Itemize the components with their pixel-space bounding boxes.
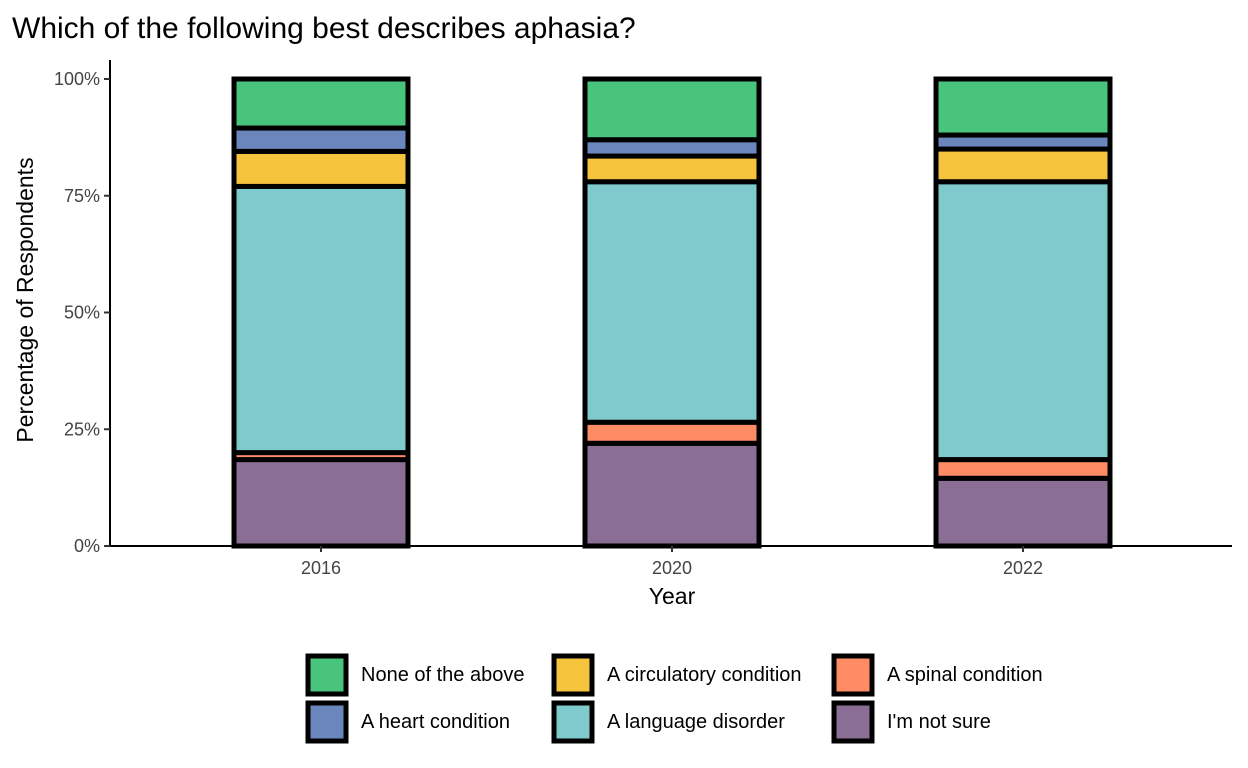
x-axis-title: Year <box>649 583 696 609</box>
bar-segment-2016-3 <box>231 148 411 189</box>
bar-segment-2016-2 <box>231 183 411 456</box>
x-tick-label: 2022 <box>1003 558 1043 578</box>
legend-key <box>831 700 875 744</box>
bar-segment-2016-4 <box>231 125 411 154</box>
legend-key <box>551 700 595 744</box>
legend-key <box>305 653 349 697</box>
legend-label: None of the above <box>361 664 524 686</box>
bar-segment-2022-5 <box>933 76 1113 138</box>
y-tick-label: 25% <box>64 419 100 439</box>
x-tick-label: 2016 <box>301 558 341 578</box>
legend: None of the above A circulatory condition… <box>305 653 1043 744</box>
legend-label: A spinal condition <box>887 664 1043 686</box>
y-tick-label: 0% <box>74 536 100 556</box>
legend-label: A heart condition <box>361 711 510 733</box>
bar-segment-2020-5 <box>582 76 762 143</box>
y-tick-label: 75% <box>64 186 100 206</box>
bar-segment-2022-3 <box>933 146 1113 185</box>
legend-label: A language disorder <box>607 711 785 733</box>
legend-key <box>831 653 875 697</box>
bar-segment-2020-2 <box>582 179 762 425</box>
y-tick-label: 50% <box>64 303 100 323</box>
bar-segment-2020-1 <box>582 419 762 446</box>
legend-key <box>305 700 349 744</box>
axes-layer: 0% 25% 50% 75% 100% 2016 2020 2022 <box>54 60 1232 578</box>
x-tick-label: 2020 <box>652 558 692 578</box>
legend-label: A circulatory condition <box>607 664 802 686</box>
bar-segment-2016-0 <box>231 457 411 549</box>
legend-key <box>551 653 595 697</box>
bar-segment-2020-0 <box>582 440 762 549</box>
y-tick-label: 100% <box>54 69 100 89</box>
bars-layer <box>231 76 1113 549</box>
legend-label: I'm not sure <box>887 711 991 733</box>
bar-segment-2020-3 <box>582 153 762 185</box>
y-axis-title: Percentage of Respondents <box>12 157 38 442</box>
chart-title: Which of the following best describes ap… <box>12 12 636 45</box>
bar-segment-2016-5 <box>231 76 411 131</box>
bar-segment-2022-1 <box>933 457 1113 481</box>
bar-segment-2022-2 <box>933 179 1113 463</box>
bar-segment-2022-0 <box>933 475 1113 549</box>
